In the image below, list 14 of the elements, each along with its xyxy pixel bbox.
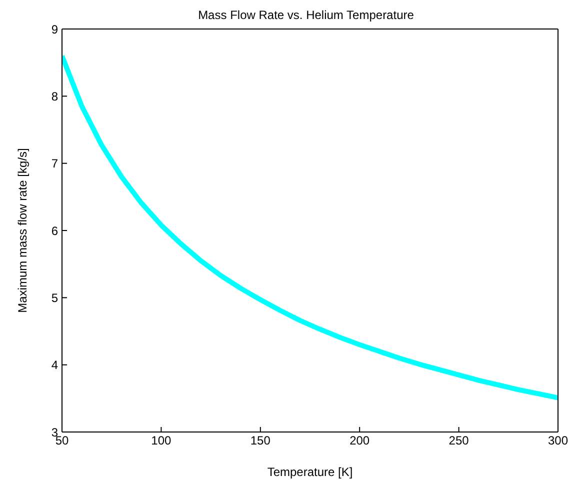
- y-tick-label: 5: [51, 290, 58, 305]
- y-tick-label: 8: [51, 89, 58, 104]
- y-tick-label: 7: [51, 156, 58, 171]
- y-tick-label: 6: [51, 224, 58, 238]
- chart-title: Mass Flow Rate vs. Helium Temperature: [197, 8, 415, 22]
- x-axis-title: Temperature [K]: [267, 465, 353, 479]
- x-tick-label: 150: [250, 434, 271, 448]
- x-tick-label: 250: [448, 434, 470, 448]
- y-axis-title: Maximum mass flow rate [kg/s]: [15, 148, 30, 313]
- x-tick-label: 300: [548, 434, 568, 448]
- y-tick-label: 9: [51, 22, 58, 36]
- x-tick-label: 100: [151, 434, 172, 448]
- x-tick-label: 200: [350, 434, 370, 448]
- y-tick-label: 4: [51, 358, 58, 372]
